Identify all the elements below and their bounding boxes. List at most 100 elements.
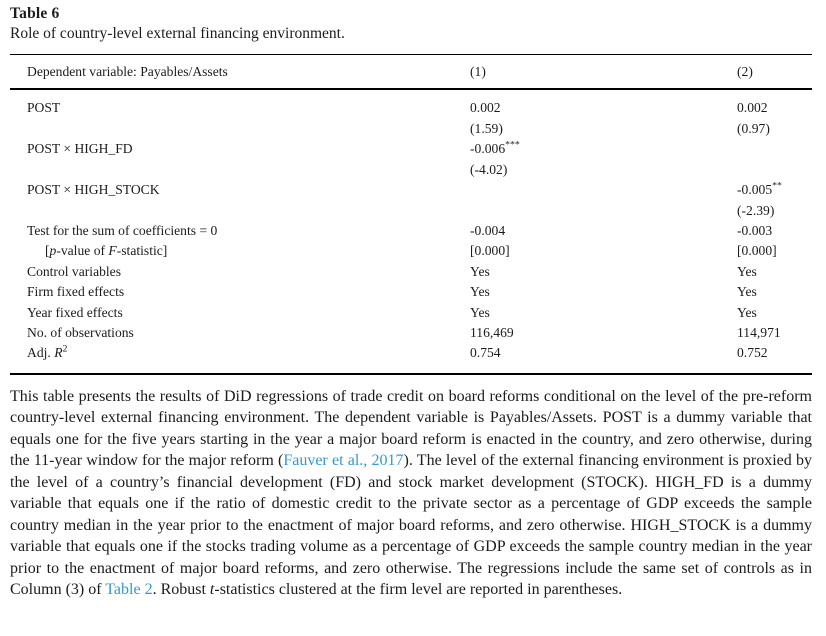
table-row: Adj. R2 0.754 0.752 [27,343,812,363]
col2-cell: Yes [737,262,812,282]
text-run: Adj. [27,345,55,361]
col2-cell: 114,971 [737,323,812,343]
table-row: (-4.02) [27,160,812,180]
table-note: This table presents the results of DiD r… [10,386,812,601]
row-label: Year fixed effects [27,303,470,323]
table-row: POST 0.002 0.002 [27,98,812,118]
col2-cell: 0.752 [737,343,812,363]
table-body: POST 0.002 0.002 (1.59) (0.97) POST × HIGH_FD… [10,90,812,372]
italic-text: F [108,243,117,259]
col2-cell: -0.003 [737,221,812,241]
col1-cell [470,201,737,221]
italic-text: t [209,581,215,599]
text-run: -0.004 [470,222,506,238]
text-run: POST [27,100,61,116]
text-run: -value of [56,243,109,259]
row-label: POST × HIGH_STOCK [27,180,470,200]
col1-cell: Yes [470,282,737,302]
table-row: Control variables Yes Yes [27,262,812,282]
text-run: (-4.02) [470,161,508,177]
col1-cell [470,180,737,200]
row-label [27,119,470,139]
text-run: Yes [470,263,490,279]
text-run: No. of observations [27,324,134,340]
col1-cell: (-4.02) [470,160,737,180]
col1-cell: Yes [470,262,737,282]
text-run: Year fixed effects [27,304,123,320]
regression-table: Dependent variable: Payables/Assets (1) … [10,54,812,375]
col1-cell: 0.754 [470,343,737,363]
col2-cell [737,139,812,159]
text-run: Yes [737,304,757,320]
table-row: Firm fixed effects Yes Yes [27,282,812,302]
text-run: 0.754 [470,345,501,361]
column-1-header: (1) [470,64,486,80]
text-run: 114,971 [737,324,781,340]
row-label: [p-value of F-statistic] [27,241,470,261]
col2-cell: Yes [737,303,812,323]
table-row: POST × HIGH_FD -0.006*** [27,139,812,159]
text-run: [ [45,243,50,259]
col2-cell: Yes [737,282,812,302]
col2-cell: 0.002 [737,98,812,118]
table-caption: Role of country-level external financing… [10,25,345,42]
dependent-variable-label: Dependent variable: Payables/Assets [27,64,228,80]
table-bottom-rule [10,372,812,375]
table-top-rule [10,54,812,56]
col2-cell: [0.000] [737,241,812,261]
text-run: 116,469 [470,324,514,340]
row-label: POST [27,98,470,118]
row-label [27,201,470,221]
italic-text: R [54,345,63,361]
table-number-title: Table 6 [10,5,60,22]
col1-cell: [0.000] [470,241,737,261]
text-run: (-2.39) [737,202,775,218]
text-run: . Robust [152,581,210,599]
row-label: No. of observations [27,323,470,343]
text-run: 0.002 [470,100,501,116]
row-label: Test for the sum of coefficients = 0 [27,221,470,241]
table-header-row: Dependent variable: Payables/Assets (1) … [10,55,812,88]
text-run: [0.000] [470,243,510,259]
text-run: (1.59) [470,120,503,136]
table-2-link[interactable]: Table 2 [105,581,153,599]
text-run: -0.005 [737,182,773,198]
table-row: Year fixed effects Yes Yes [27,303,812,323]
row-label: POST × HIGH_FD [27,139,470,159]
text-run: -0.003 [737,222,773,238]
text-run: (0.97) [737,120,770,136]
text-run: Control variables [27,263,122,279]
table-row: (1.59) (0.97) [27,119,812,139]
text-run: This table presents the results of DiD r… [10,387,812,470]
text-run: -statistic] [116,243,168,259]
text-run: POST × HIGH_STOCK [27,182,160,198]
col1-cell: 116,469 [470,323,737,343]
superscript: ** [772,180,782,192]
table-header-rule [10,88,812,91]
col1-cell: -0.006*** [470,139,737,159]
col1-cell: (1.59) [470,119,737,139]
row-label: Firm fixed effects [27,282,470,302]
table-row: POST × HIGH_STOCK -0.005** [27,180,812,200]
table-row: [p-value of F-statistic] [0.000] [0.000] [27,241,812,261]
text-run: -statistics clustered at the firm level … [214,581,623,599]
col2-cell [737,160,812,180]
table-row: Test for the sum of coefficients = 0 -0.0… [27,221,812,241]
text-run: Yes [737,263,757,279]
text-run: Firm fixed effects [27,284,125,300]
fauver-et-al-2017-link[interactable]: Fauver et al., 2017 [283,452,404,470]
superscript: *** [505,139,520,151]
col2-cell: (0.97) [737,119,812,139]
column-2-header: (2) [737,64,753,80]
text-run: 0.752 [737,345,768,361]
col2-cell: (-2.39) [737,201,812,221]
text-run: [0.000] [737,243,777,259]
text-run: 0.002 [737,100,768,116]
row-label: Control variables [27,262,470,282]
superscript: 2 [62,343,68,355]
table-row: No. of observations 116,469 114,971 [27,323,812,343]
text-run: ). The level of the external financing e… [10,452,813,599]
row-label: Adj. R2 [27,343,470,363]
text-run: Yes [470,304,490,320]
